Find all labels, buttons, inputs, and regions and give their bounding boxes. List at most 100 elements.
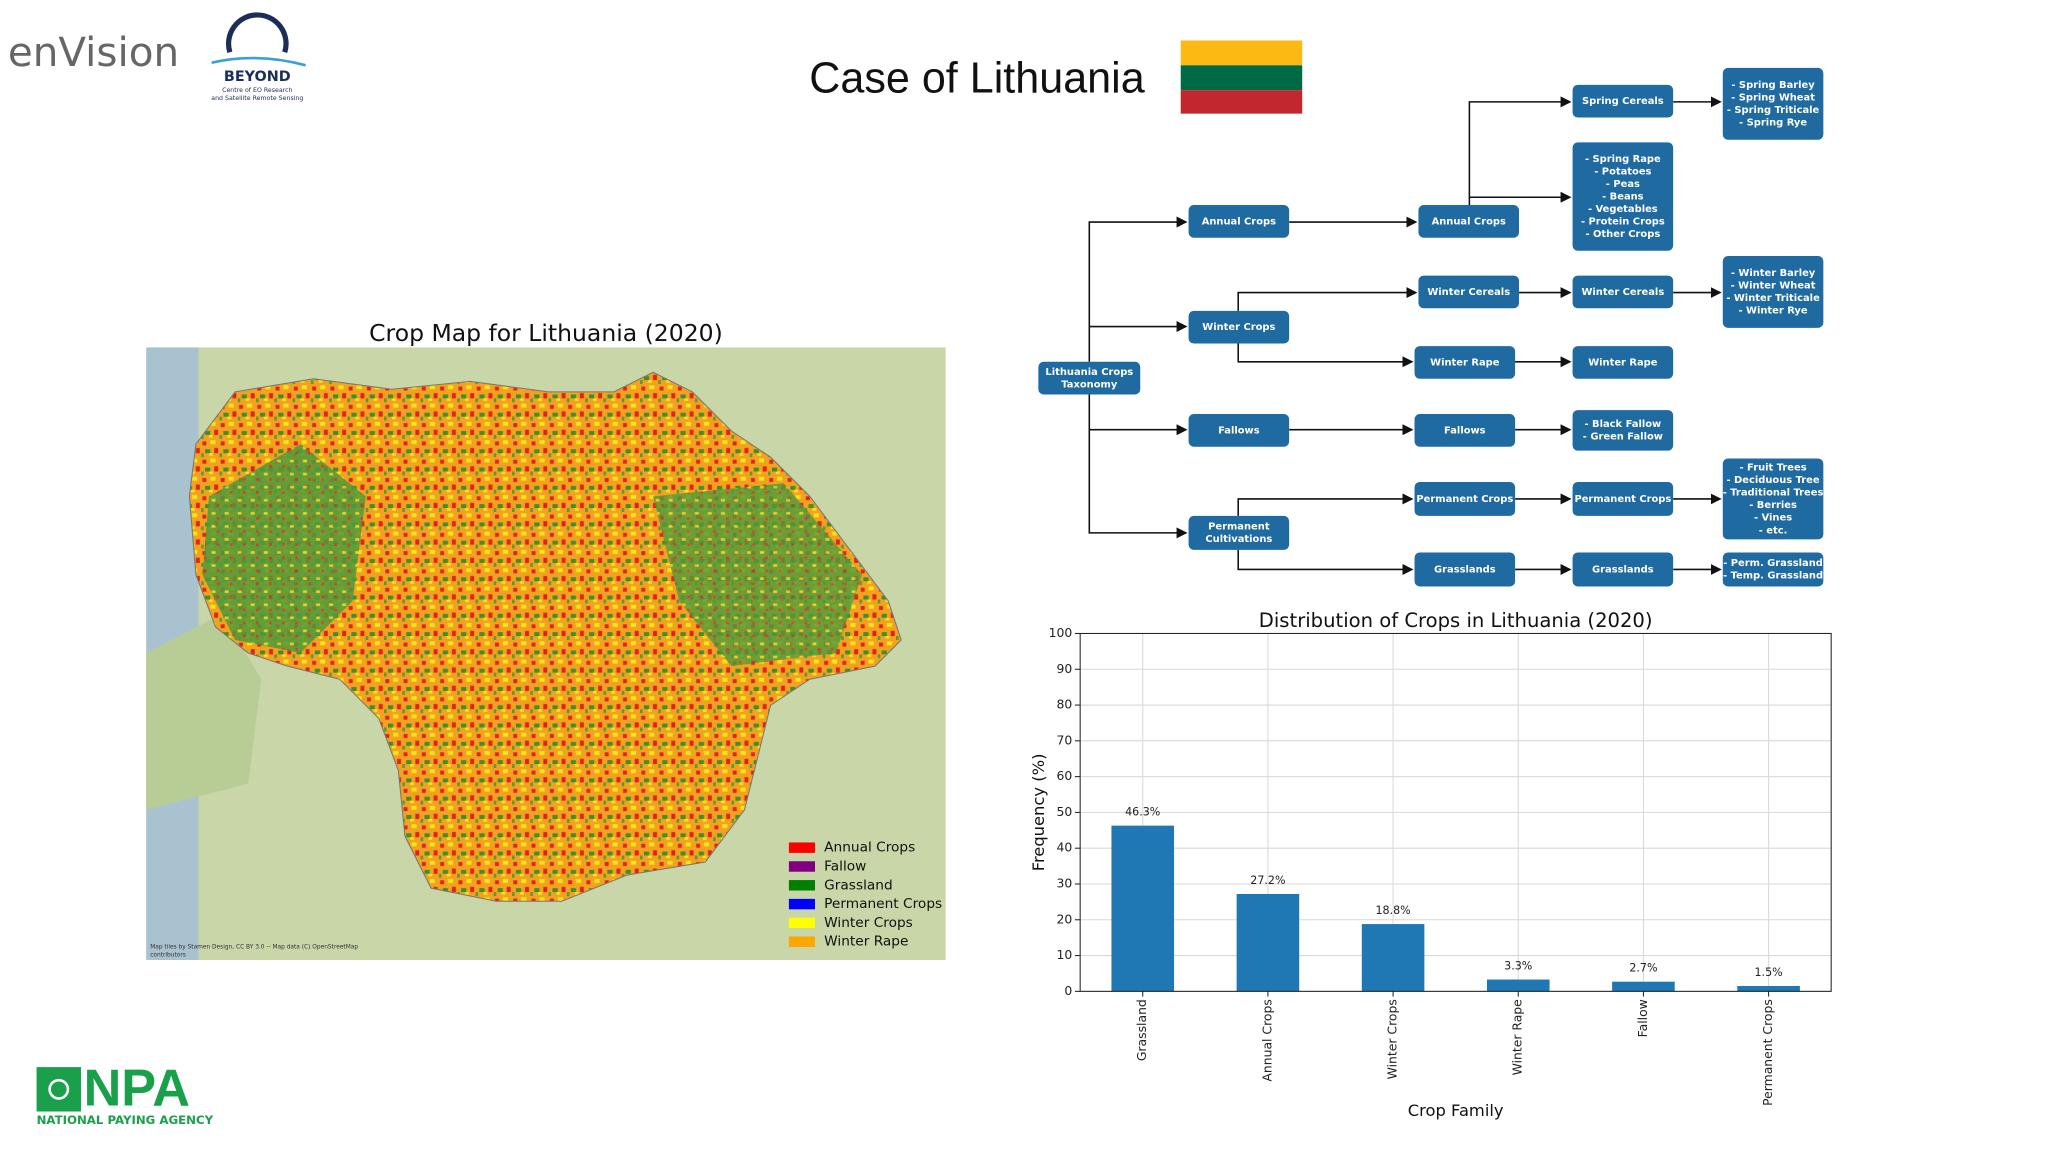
node-label: Permanent Crops — [1416, 494, 1513, 505]
map-attribution: contributors — [150, 952, 186, 958]
node-label: - etc. — [1759, 525, 1788, 536]
map-title: Crop Map for Lithuania (2020) — [369, 319, 723, 347]
edge-arrow — [1468, 96, 1572, 206]
diagram-node — [1418, 205, 1520, 238]
value-label: 46.3% — [1125, 806, 1160, 819]
y-tick-label: 20 — [1057, 911, 1073, 926]
node-label: - Berries — [1749, 500, 1797, 511]
slide-title: Case of Lithuania — [809, 54, 1144, 102]
node-label: Winter Rape — [1430, 357, 1500, 368]
node-label: - Winter Wheat — [1731, 281, 1816, 292]
diagram-node — [1414, 414, 1516, 447]
y-axis-label: Frequency (%) — [1029, 754, 1048, 872]
diagram-node — [1722, 67, 1824, 140]
diagram-node — [1418, 275, 1520, 309]
node-label: Grasslands — [1592, 564, 1654, 575]
diagram-node — [1188, 310, 1290, 344]
value-label: 18.8% — [1375, 904, 1410, 917]
x-tick-label: Winter Crops — [1385, 999, 1400, 1079]
node-label: Annual Crops — [1432, 216, 1506, 227]
legend-swatch — [788, 936, 816, 947]
legend-label: Fallow — [824, 858, 866, 874]
node-label: - Other Crops — [1585, 229, 1660, 240]
x-tick-label: Winter Rape — [1510, 999, 1525, 1075]
node-label: Permanent — [1208, 522, 1270, 533]
flag-stripe — [1180, 90, 1303, 114]
node-label: - Vines — [1754, 513, 1792, 524]
edge-arrow — [1088, 216, 1188, 362]
legend-swatch — [788, 917, 816, 929]
bar — [1111, 825, 1175, 992]
map-region — [202, 444, 366, 654]
legend-swatch — [788, 842, 816, 853]
diagram-node — [1414, 346, 1516, 379]
y-tick-label: 90 — [1057, 661, 1073, 676]
map-legend: Annual Crops Fallow Grassland Permanent Cro… — [788, 840, 942, 950]
legend-label: Grassland — [824, 877, 893, 893]
node-label: - Spring Barley — [1731, 80, 1815, 91]
beyond-sub: Centre of EO Research — [222, 87, 292, 94]
flag-stripe — [1180, 40, 1303, 66]
legend-swatch — [788, 898, 816, 910]
x-axis-label: Crop Family — [1408, 1101, 1504, 1120]
legend-label: Winter Crops — [824, 915, 913, 931]
node-label: - Black Fallow — [1584, 419, 1661, 430]
node-label: - Beans — [1602, 192, 1644, 203]
legend-label: Annual Crops — [824, 840, 915, 856]
value-label: 2.7% — [1629, 962, 1657, 975]
diagram-node — [1188, 414, 1290, 447]
bar — [1486, 979, 1550, 992]
diagram-node — [1572, 84, 1674, 118]
beyond-arc — [225, 12, 289, 54]
node-label: - Fruit Trees — [1740, 463, 1807, 474]
node-label: Fallows — [1444, 425, 1486, 436]
node-label: Winter Rape — [1588, 357, 1658, 368]
node-label: - Spring Wheat — [1731, 93, 1815, 104]
diagram-node — [1572, 275, 1674, 309]
bar-chart: Distribution of Crops in Lithuania (2020… — [1029, 609, 1832, 1120]
diagram-node — [1572, 142, 1674, 251]
node-label: - Green Fallow — [1583, 432, 1663, 443]
map-region — [653, 483, 863, 667]
x-tick-label: Annual Crops — [1259, 999, 1274, 1081]
node-label: Permanent Crops — [1574, 494, 1671, 505]
node-label: - Perm. Grassland — [1723, 558, 1823, 569]
edge-arrow — [1237, 493, 1414, 516]
y-tick-label: 0 — [1064, 983, 1072, 998]
edge-arrow — [1237, 287, 1418, 311]
bar — [1612, 981, 1675, 992]
npa-text: NPA — [84, 1060, 190, 1118]
diagram-node — [1188, 205, 1290, 238]
node-label: Lithuania Crops — [1045, 367, 1133, 378]
diagram-node — [1722, 552, 1824, 587]
diagram-node — [1188, 515, 1290, 550]
node-label: - Winter Rye — [1739, 306, 1808, 317]
y-tick-label: 80 — [1057, 697, 1073, 712]
node-label: - Protein Crops — [1581, 217, 1665, 228]
legend-label: Winter Rape — [824, 934, 908, 950]
node-label: Winter Cereals — [1581, 287, 1664, 298]
legend-swatch — [788, 861, 816, 872]
node-label: - Spring Rape — [1585, 154, 1661, 165]
beyond-sub: and Satellite Remote Sensing — [211, 95, 303, 102]
npa-agency: NATIONAL PAYING AGENCY — [37, 1113, 214, 1127]
envision-logo: enVision — [8, 28, 179, 76]
x-tick-label: Permanent Crops — [1760, 999, 1775, 1106]
node-label: Cultivations — [1205, 534, 1272, 545]
diagram-node — [1572, 410, 1674, 451]
legend-swatch — [788, 880, 816, 891]
node-label: - Vegetables — [1588, 204, 1658, 215]
bar — [1737, 985, 1800, 992]
legend-label: Permanent Crops — [824, 896, 942, 912]
y-tick-label: 100 — [1049, 625, 1073, 640]
y-tick-label: 50 — [1057, 804, 1073, 819]
diagram-node — [1414, 552, 1516, 587]
edge-arrow — [1237, 549, 1414, 575]
beyond-logo: BEYOND — [224, 69, 291, 85]
value-label: 3.3% — [1504, 959, 1532, 972]
crop-map: Map tiles by Stamen Design, CC BY 3.0 --… — [146, 347, 946, 960]
node-label: Winter Crops — [1202, 322, 1275, 333]
